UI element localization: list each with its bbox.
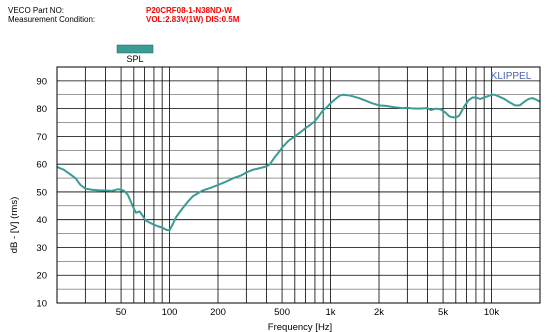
x-tick-labels: 50 100 200 500 1k 2k 5k 10k	[116, 307, 500, 318]
y-tick-label: 40	[36, 215, 47, 226]
y-tick-label: 90	[36, 76, 47, 87]
y-tick-label: 30	[36, 243, 47, 254]
klippel-logo: KLIPPEL	[491, 71, 532, 82]
y-tick-label: 70	[36, 132, 47, 143]
y-tick-label: 20	[36, 271, 47, 282]
y-tick-label: 60	[36, 160, 47, 171]
legend-swatch	[116, 44, 154, 54]
y-tick-label: 50	[36, 187, 47, 198]
x-tick-label: 10k	[484, 307, 500, 318]
legend-label: SPL	[126, 54, 143, 64]
x-tick-label: 2k	[374, 307, 384, 318]
y-tick-label: 10	[36, 299, 47, 310]
part-number-value: P20CRF08-1-N38ND-W	[146, 6, 232, 15]
plot-frame	[56, 66, 541, 304]
x-axis-label: Frequency [Hz]	[268, 322, 332, 332]
measurement-condition-value: VOL:2.83V(1W) DIS:0.5M	[146, 15, 240, 24]
x-tick-label: 500	[274, 307, 290, 318]
part-number-label: VECO Part NO:	[8, 6, 65, 15]
spl-curve	[56, 93, 541, 232]
x-tick-label: 5k	[438, 307, 448, 318]
x-tick-label: 1k	[326, 307, 336, 318]
y-tick-label: 80	[36, 104, 47, 115]
measurement-condition-label: Measurement Condition:	[8, 15, 96, 24]
y-axis-label: dB - [V] (rms)	[9, 197, 20, 253]
y-tick-labels: 10 20 30 40 50 60 70 80 90	[36, 76, 47, 309]
x-tick-label: 50	[116, 307, 127, 318]
x-tick-label: 100	[162, 307, 178, 318]
x-tick-label: 200	[210, 307, 226, 318]
